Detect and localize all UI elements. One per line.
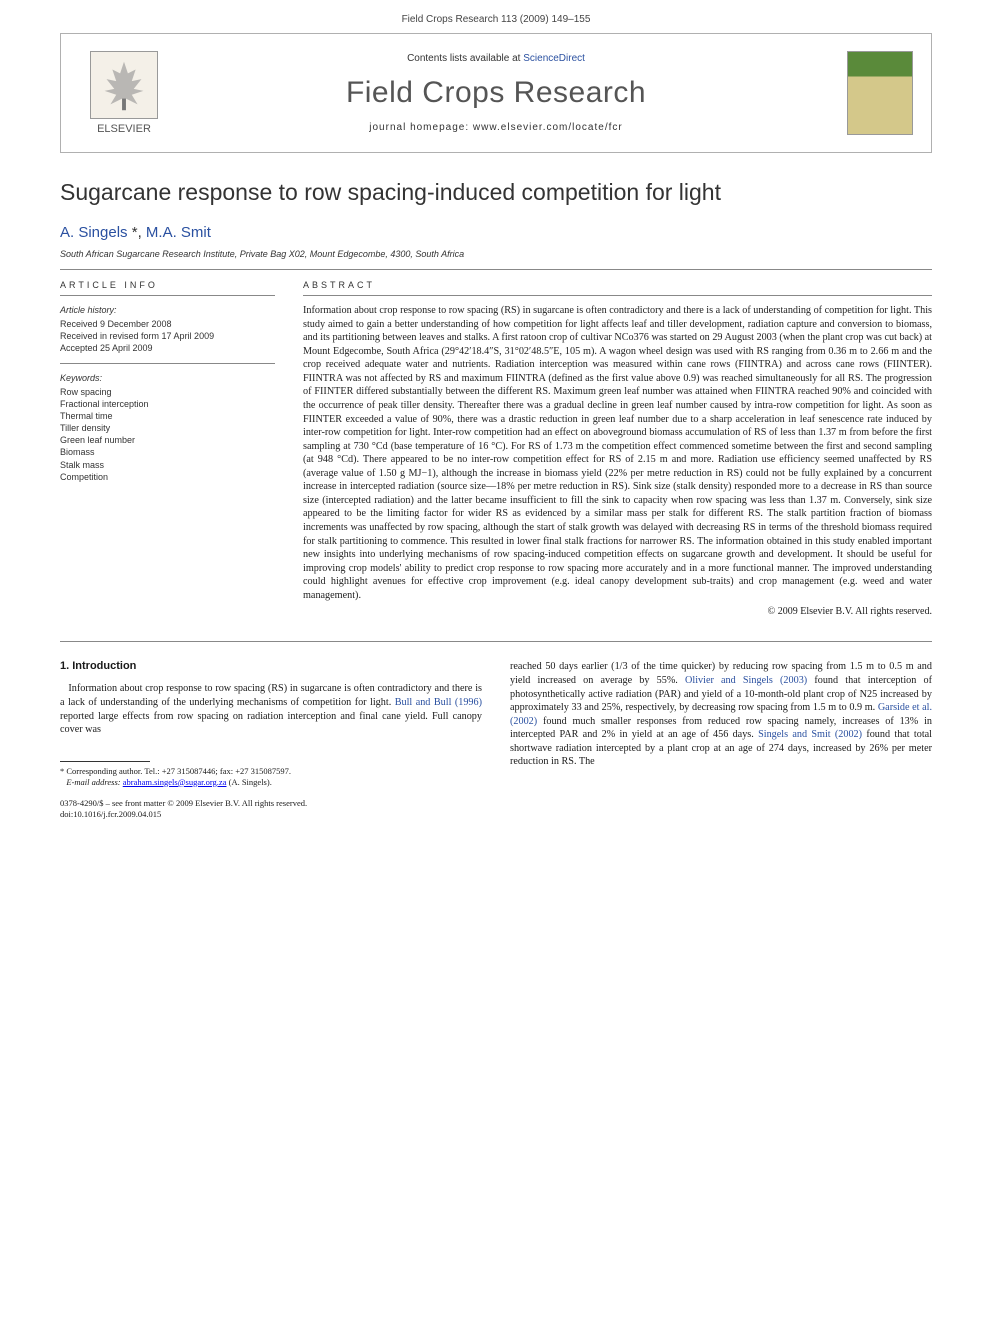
- author-link-2[interactable]: M.A. Smit: [146, 224, 211, 241]
- body-paragraph: Information about crop response to row s…: [60, 682, 482, 736]
- keyword-item: Stalk mass: [60, 459, 275, 471]
- corresponding-mark: *: [132, 224, 138, 241]
- homepage-prefix: journal homepage:: [369, 122, 473, 133]
- keyword-item: Green leaf number: [60, 434, 275, 446]
- journal-cover-block: [823, 51, 913, 135]
- keyword-item: Row spacing: [60, 386, 275, 398]
- author-list: A. Singels *, M.A. Smit: [60, 224, 932, 241]
- keyword-item: Biomass: [60, 446, 275, 458]
- body-text-run: reported large effects from row spacing …: [60, 711, 482, 736]
- footnote-email-link[interactable]: abraham.singels@sugar.org.za: [123, 777, 227, 787]
- history-received: Received 9 December 2008: [60, 318, 275, 330]
- keyword-item: Tiller density: [60, 422, 275, 434]
- keyword-item: Thermal time: [60, 410, 275, 422]
- divider-mid: [60, 641, 932, 642]
- corresponding-author-footnote: * Corresponding author. Tel.: +27 315087…: [60, 766, 482, 788]
- homepage-url: www.elsevier.com/locate/fcr: [473, 122, 623, 133]
- footer-doi-line: doi:10.1016/j.fcr.2009.04.015: [60, 809, 482, 820]
- footnote-email-label: E-mail address:: [66, 777, 120, 787]
- article-body: Sugarcane response to row spacing-induce…: [0, 179, 992, 850]
- abstract-column: ABSTRACT Information about crop response…: [303, 280, 932, 617]
- article-info-heading: ARTICLE INFO: [60, 280, 275, 296]
- body-columns: 1. Introduction Information about crop r…: [60, 660, 932, 819]
- divider-top: [60, 269, 932, 270]
- citation-link[interactable]: Olivier and Singels (2003): [685, 675, 807, 686]
- keywords-label: Keywords:: [60, 372, 275, 384]
- elsevier-tree-icon: [90, 51, 158, 119]
- footnote-email-who: (A. Singels).: [229, 777, 272, 787]
- journal-cover-thumbnail: [847, 51, 913, 135]
- running-header: Field Crops Research 113 (2009) 149–155: [0, 0, 992, 33]
- footnote-rule: [60, 761, 150, 762]
- article-info-column: ARTICLE INFO Article history: Received 9…: [60, 280, 275, 617]
- journal-masthead: ELSEVIER Contents lists available at Sci…: [60, 33, 932, 153]
- abstract-heading: ABSTRACT: [303, 280, 932, 296]
- keyword-item: Competition: [60, 471, 275, 483]
- citation-link[interactable]: Bull and Bull (1996): [395, 697, 482, 708]
- author-link-1[interactable]: A. Singels: [60, 224, 128, 241]
- article-history-block: Article history: Received 9 December 200…: [60, 304, 275, 483]
- citation-link[interactable]: Singels and Smit (2002): [758, 729, 862, 740]
- body-paragraph: reached 50 days earlier (1/3 of the time…: [510, 660, 932, 769]
- section-1-heading: 1. Introduction: [60, 660, 482, 672]
- footer-issn-line: 0378-4290/$ – see front matter © 2009 El…: [60, 798, 482, 809]
- history-accepted: Accepted 25 April 2009: [60, 342, 275, 354]
- article-title: Sugarcane response to row spacing-induce…: [60, 179, 932, 206]
- abstract-text: Information about crop response to row s…: [303, 304, 932, 602]
- info-abstract-row: ARTICLE INFO Article history: Received 9…: [60, 280, 932, 617]
- affiliation: South African Sugarcane Research Institu…: [60, 249, 932, 259]
- abstract-copyright: © 2009 Elsevier B.V. All rights reserved…: [303, 606, 932, 617]
- history-label: Article history:: [60, 304, 275, 316]
- footnote-corr: * Corresponding author. Tel.: +27 315087…: [60, 766, 482, 777]
- journal-center: Contents lists available at ScienceDirec…: [169, 53, 823, 133]
- contents-available-line: Contents lists available at ScienceDirec…: [169, 53, 823, 64]
- keyword-item: Fractional interception: [60, 398, 275, 410]
- journal-homepage-line: journal homepage: www.elsevier.com/locat…: [169, 122, 823, 133]
- sciencedirect-link[interactable]: ScienceDirect: [523, 53, 585, 64]
- body-column-right: reached 50 days earlier (1/3 of the time…: [510, 660, 932, 819]
- history-revised: Received in revised form 17 April 2009: [60, 330, 275, 342]
- publisher-block: ELSEVIER: [79, 51, 169, 135]
- journal-title: Field Crops Research: [169, 76, 823, 110]
- body-column-left: 1. Introduction Information about crop r…: [60, 660, 482, 819]
- contents-prefix: Contents lists available at: [407, 53, 523, 64]
- elsevier-label: ELSEVIER: [97, 123, 151, 135]
